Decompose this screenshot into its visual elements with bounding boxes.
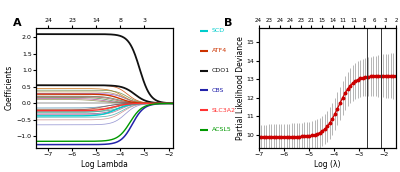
Text: ATF4: ATF4 — [212, 48, 227, 53]
X-axis label: Log (λ): Log (λ) — [314, 160, 340, 169]
Text: SLC3A2: SLC3A2 — [212, 108, 236, 113]
Y-axis label: Coefficients: Coefficients — [5, 65, 14, 110]
Text: CDO1: CDO1 — [212, 68, 230, 73]
X-axis label: Log Lambda: Log Lambda — [81, 160, 128, 169]
Y-axis label: Partial Likelihood Deviance: Partial Likelihood Deviance — [236, 36, 245, 140]
Text: CBS: CBS — [212, 88, 224, 93]
Text: B: B — [224, 18, 233, 28]
Text: SCD: SCD — [212, 28, 225, 34]
Text: ACSL5: ACSL5 — [212, 127, 232, 132]
Text: A: A — [13, 18, 21, 28]
